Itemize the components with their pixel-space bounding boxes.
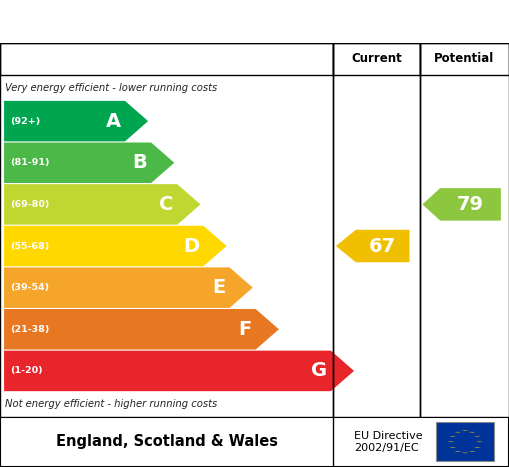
Polygon shape bbox=[473, 447, 482, 448]
Text: A: A bbox=[106, 112, 121, 131]
Bar bbox=[420, 43, 509, 75]
Polygon shape bbox=[4, 309, 279, 349]
Text: Very energy efficient - lower running costs: Very energy efficient - lower running co… bbox=[5, 83, 217, 93]
Polygon shape bbox=[446, 441, 455, 442]
Polygon shape bbox=[448, 447, 457, 448]
Polygon shape bbox=[448, 436, 457, 437]
Text: (69-80): (69-80) bbox=[10, 200, 49, 209]
Text: F: F bbox=[238, 320, 251, 339]
Polygon shape bbox=[4, 101, 148, 142]
Text: (81-91): (81-91) bbox=[10, 158, 50, 167]
Bar bbox=[333, 43, 420, 417]
Polygon shape bbox=[4, 268, 253, 308]
Bar bbox=[0, 43, 333, 417]
Bar bbox=[0, 43, 333, 75]
Text: (92+): (92+) bbox=[10, 117, 40, 126]
Bar bbox=[436, 422, 494, 461]
Polygon shape bbox=[468, 451, 476, 452]
Polygon shape bbox=[4, 184, 201, 225]
Text: G: G bbox=[310, 361, 327, 381]
Text: Not energy efficient - higher running costs: Not energy efficient - higher running co… bbox=[5, 399, 217, 410]
Text: (55-68): (55-68) bbox=[10, 241, 49, 250]
Polygon shape bbox=[454, 451, 462, 452]
Polygon shape bbox=[4, 351, 354, 391]
Polygon shape bbox=[473, 436, 482, 437]
Text: (21-38): (21-38) bbox=[10, 325, 49, 334]
Text: B: B bbox=[132, 153, 147, 172]
Polygon shape bbox=[4, 226, 227, 266]
Text: 79: 79 bbox=[457, 195, 484, 214]
Bar bbox=[333, 43, 420, 75]
Polygon shape bbox=[422, 188, 501, 220]
Bar bbox=[420, 43, 509, 417]
Text: (1-20): (1-20) bbox=[10, 367, 43, 375]
Polygon shape bbox=[336, 230, 409, 262]
Text: E: E bbox=[212, 278, 225, 297]
Text: (39-54): (39-54) bbox=[10, 283, 49, 292]
Text: England, Scotland & Wales: England, Scotland & Wales bbox=[55, 434, 278, 449]
Text: Current: Current bbox=[351, 52, 402, 65]
Polygon shape bbox=[4, 142, 174, 183]
Text: C: C bbox=[159, 195, 173, 214]
Text: 67: 67 bbox=[369, 236, 396, 255]
Text: Potential: Potential bbox=[434, 52, 495, 65]
Polygon shape bbox=[475, 441, 484, 442]
Text: D: D bbox=[183, 236, 200, 255]
Text: Energy Efficiency Rating: Energy Efficiency Rating bbox=[10, 9, 336, 34]
Polygon shape bbox=[461, 430, 469, 431]
Text: EU Directive
2002/91/EC: EU Directive 2002/91/EC bbox=[354, 431, 423, 453]
